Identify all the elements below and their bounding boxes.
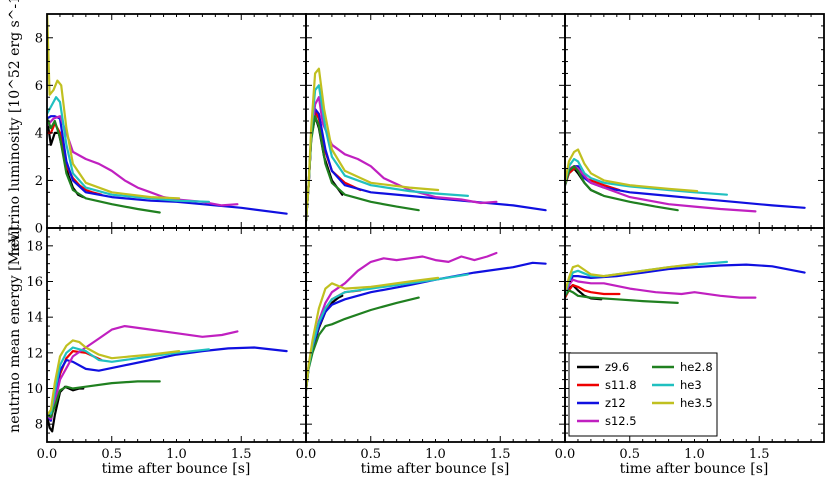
series-line-he3 bbox=[47, 346, 210, 417]
series-line-z12 bbox=[47, 115, 288, 215]
y-tick-label: 8 bbox=[35, 31, 43, 46]
legend-label-s12_5: s12.5 bbox=[605, 414, 637, 428]
panel-luminosity-nux bbox=[564, 13, 824, 229]
panel-luminosity-nue: 0 2 4 6 8 bbox=[35, 13, 306, 237]
y-tick-label: 12 bbox=[26, 346, 43, 361]
x-tick-label: 0.0 bbox=[296, 447, 317, 462]
x-tick-label: 0.5 bbox=[360, 447, 381, 462]
legend-label-he3_5: he3.5 bbox=[680, 396, 713, 410]
series-line-he2_8 bbox=[565, 289, 679, 304]
x-tick-label: 1.0 bbox=[684, 447, 705, 462]
y-tick-label: 10 bbox=[26, 382, 43, 397]
series-line-he3_5 bbox=[565, 262, 699, 294]
y-tick-label: 6 bbox=[35, 79, 43, 94]
series-line-he2_8 bbox=[47, 380, 161, 419]
x-tick-label: 1.0 bbox=[425, 447, 446, 462]
series-line-he3 bbox=[565, 157, 728, 196]
series-line-he2_8 bbox=[47, 117, 161, 214]
series-line-he3_5 bbox=[565, 148, 699, 193]
y-tick-label: 4 bbox=[35, 126, 43, 141]
y-tick-label: 14 bbox=[26, 311, 43, 326]
series-line-he3_5 bbox=[47, 339, 181, 417]
x-tick-label: 1.5 bbox=[231, 447, 252, 462]
x-tick-label: 0.5 bbox=[619, 447, 640, 462]
x-axis-title-col1: time after bounce [s] bbox=[102, 461, 251, 477]
legend-label-he2_8: he2.8 bbox=[680, 360, 713, 374]
y-tick-label: 18 bbox=[26, 239, 43, 254]
y-tick-label: 2 bbox=[35, 174, 43, 189]
series-line-he3 bbox=[47, 96, 210, 203]
x-tick-label: 1.5 bbox=[749, 447, 770, 462]
series-line-s12_5 bbox=[565, 278, 757, 299]
y-axis-title-luminosity: neutrino luminosity [10^52 erg s^-1] bbox=[7, 0, 23, 257]
legend-label-z9_6: z9.6 bbox=[605, 360, 629, 374]
y-tick-label: 16 bbox=[26, 275, 43, 290]
x-tick-label: 0.0 bbox=[37, 447, 58, 462]
series-line-he2_8 bbox=[565, 165, 679, 212]
legend: z9.6 s11.8 z12 s12.5 he2.8 he3 he3.5 bbox=[568, 352, 718, 437]
legend-label-he3: he3 bbox=[680, 378, 702, 392]
y-tick-label: 0 bbox=[35, 222, 43, 237]
x-axis-title-col2: time after bounce [s] bbox=[361, 461, 510, 477]
x-tick-label: 1.5 bbox=[490, 447, 511, 462]
y-axis-title-mean-energy: neutrino mean energy [MeV] bbox=[7, 227, 23, 433]
y-tick-label: 8 bbox=[35, 418, 43, 433]
series-line-z12 bbox=[565, 263, 806, 297]
x-tick-label: 1.0 bbox=[166, 447, 187, 462]
x-tick-label: 0.5 bbox=[101, 447, 122, 462]
series-line-he3_5 bbox=[47, 14, 181, 200]
legend-label-z12: z12 bbox=[605, 396, 626, 410]
series-line-he3_5 bbox=[306, 67, 440, 222]
x-axis-title-col3: time after bounce [s] bbox=[620, 461, 769, 477]
series-line-s12_5 bbox=[47, 325, 239, 420]
legend-label-s11_8: s11.8 bbox=[605, 378, 637, 392]
panel-frame bbox=[564, 227, 825, 443]
x-tick-label: 0.0 bbox=[555, 447, 576, 462]
